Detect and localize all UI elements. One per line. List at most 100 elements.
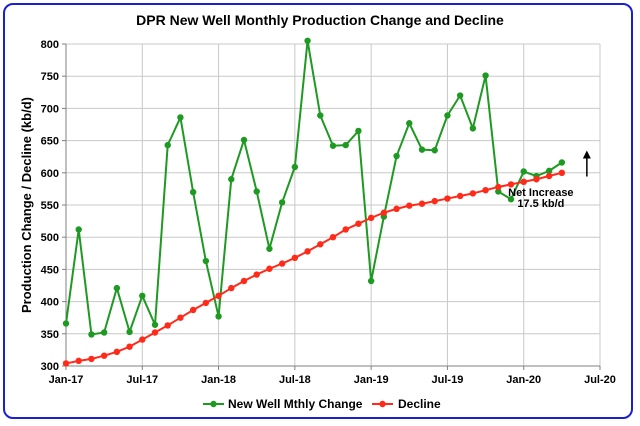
data-point-decline <box>228 284 235 292</box>
data-point-new-well-mthly-change <box>456 92 464 99</box>
axes: 300 350 400 450 500 550 600 650 700 750 800 Jan-17 J… <box>41 39 616 386</box>
data-point-new-well-mthly-change <box>228 176 235 183</box>
data-point-decline <box>431 197 438 205</box>
data-point-decline <box>545 172 553 180</box>
annotation-value: 17.5 kb/d <box>517 198 564 210</box>
data-point-new-well-mthly-change <box>406 120 413 127</box>
data-point-decline <box>151 329 159 336</box>
data-point-new-well-mthly-change <box>317 112 324 119</box>
legend-item-decline: Decline <box>372 397 441 411</box>
data-point-new-well-mthly-change <box>126 328 133 336</box>
data-point-new-well-mthly-change <box>88 331 95 338</box>
data-point-decline <box>495 183 502 191</box>
data-point-decline <box>444 195 451 202</box>
data-point-decline <box>380 209 388 216</box>
legend: New Well Mthly Change Decline <box>203 397 441 411</box>
data-point-decline <box>253 271 260 278</box>
data-point-decline <box>126 343 133 350</box>
data-point-decline <box>329 234 337 241</box>
data-point-new-well-mthly-change <box>164 141 171 149</box>
data-point-new-well-mthly-change <box>278 199 286 206</box>
data-point-decline <box>520 178 527 186</box>
data-point-decline <box>355 220 362 227</box>
y-tick-label: 700 <box>41 103 59 115</box>
data-point-decline <box>317 241 324 248</box>
data-point-new-well-mthly-change <box>113 284 121 292</box>
data-point-new-well-mthly-change <box>75 226 82 233</box>
series-decline <box>62 169 566 367</box>
data-point-decline <box>304 248 311 255</box>
data-point-decline <box>139 336 146 343</box>
data-point-decline <box>100 352 108 359</box>
y-tick-label: 550 <box>41 200 59 212</box>
increase-arrow-head <box>582 150 591 159</box>
data-point-decline <box>456 192 464 200</box>
data-point-decline <box>367 214 375 222</box>
data-point-new-well-mthly-change <box>507 196 515 203</box>
data-point-decline <box>393 205 400 213</box>
x-tick-label: Jul-17 <box>126 374 158 386</box>
y-tick-label: 350 <box>41 329 59 341</box>
x-tick-label: Jan-18 <box>201 374 236 386</box>
data-point-decline <box>88 355 95 363</box>
data-point-decline <box>177 314 184 321</box>
series-new-well-mthly-change <box>62 37 566 338</box>
data-point-new-well-mthly-change <box>558 159 566 166</box>
data-point-decline <box>533 176 540 183</box>
y-tick-label: 450 <box>41 264 59 276</box>
data-point-decline <box>240 277 248 285</box>
data-point-decline <box>469 190 477 197</box>
data-point-new-well-mthly-change <box>367 277 375 285</box>
data-point-new-well-mthly-change <box>151 321 159 328</box>
data-point-new-well-mthly-change <box>545 167 553 175</box>
data-point-new-well-mthly-change <box>189 188 197 196</box>
y-tick-label: 650 <box>41 136 59 148</box>
data-point-new-well-mthly-change <box>355 127 362 135</box>
data-point-new-well-mthly-change <box>329 142 337 149</box>
y-tick-label: 600 <box>41 168 59 180</box>
legend-label-new-well: New Well Mthly Change <box>228 397 363 411</box>
data-point-decline <box>189 306 197 314</box>
data-point-new-well-mthly-change <box>240 136 248 144</box>
data-point-new-well-mthly-change <box>342 141 349 149</box>
data-point-new-well-mthly-change <box>304 37 311 44</box>
data-point-new-well-mthly-change <box>444 112 451 119</box>
y-tick-label: 400 <box>41 297 59 309</box>
chart-title: DPR New Well Monthly Production Change a… <box>136 12 504 28</box>
data-point-new-well-mthly-change <box>431 147 438 154</box>
data-point-new-well-mthly-change <box>418 146 426 153</box>
data-point-decline <box>266 265 273 272</box>
series-line-new-well-mthly-change <box>65 39 563 336</box>
y-tick-label: 300 <box>41 361 59 373</box>
data-point-decline <box>215 292 222 300</box>
data-point-new-well-mthly-change <box>253 188 260 195</box>
x-tick-label: Jan-17 <box>49 374 84 386</box>
data-point-new-well-mthly-change <box>520 168 527 175</box>
data-point-new-well-mthly-change <box>177 114 184 121</box>
data-point-new-well-mthly-change <box>291 163 299 171</box>
data-point-decline <box>202 299 210 307</box>
data-point-decline <box>558 169 566 176</box>
series-group <box>62 37 566 367</box>
data-point-decline <box>62 360 70 367</box>
data-point-decline <box>164 322 171 329</box>
data-point-decline <box>278 260 286 267</box>
x-tick-label: Jul-19 <box>432 374 464 386</box>
x-tick-label: Jul-18 <box>279 374 311 386</box>
data-point-new-well-mthly-change <box>482 72 489 79</box>
data-point-new-well-mthly-change <box>215 313 222 320</box>
data-point-decline <box>113 348 121 356</box>
x-tick-label: Jan-20 <box>506 374 541 386</box>
annotation-net-increase: Net Increase <box>508 187 573 199</box>
series-line-decline <box>65 171 563 365</box>
annotation-group: Net Increase 17.5 kb/d <box>508 150 591 210</box>
data-point-new-well-mthly-change <box>469 125 477 132</box>
legend-item-new-well: New Well Mthly Change <box>203 397 363 411</box>
y-tick-label: 800 <box>41 39 59 51</box>
data-point-new-well-mthly-change <box>139 292 146 300</box>
data-point-new-well-mthly-change <box>393 152 400 160</box>
chart-frame <box>3 3 633 419</box>
data-point-decline <box>406 202 413 209</box>
data-point-new-well-mthly-change <box>100 329 108 336</box>
